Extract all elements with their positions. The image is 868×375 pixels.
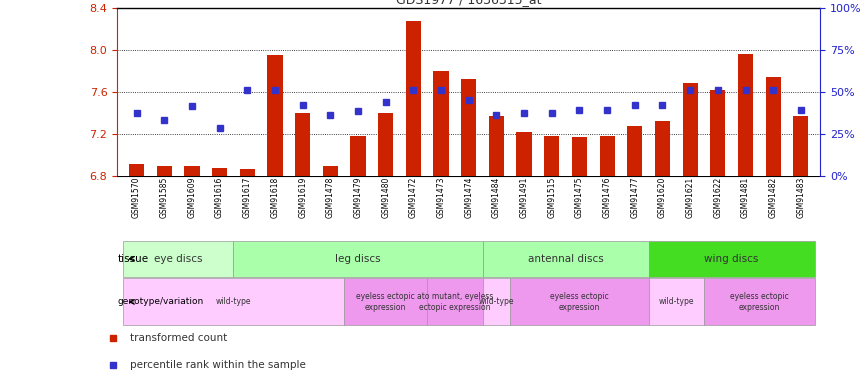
Text: wild-type: wild-type <box>478 297 514 306</box>
Text: percentile rank within the sample: percentile rank within the sample <box>130 360 306 370</box>
Bar <box>378 113 393 176</box>
Text: GSM91619: GSM91619 <box>298 176 307 218</box>
Bar <box>483 241 648 277</box>
Text: GSM91570: GSM91570 <box>132 176 141 218</box>
Text: GSM91618: GSM91618 <box>271 176 279 218</box>
Bar <box>648 241 815 277</box>
Text: GSM91483: GSM91483 <box>796 176 806 218</box>
Bar <box>738 54 753 176</box>
Text: GSM91484: GSM91484 <box>492 176 501 218</box>
Text: GSM91620: GSM91620 <box>658 176 667 218</box>
Bar <box>648 279 704 325</box>
Text: GSM91478: GSM91478 <box>326 176 335 218</box>
Bar <box>267 55 283 176</box>
Bar <box>122 241 233 277</box>
Bar <box>510 279 648 325</box>
Bar <box>572 137 587 176</box>
Bar <box>184 166 200 176</box>
Text: eye discs: eye discs <box>154 254 202 264</box>
Text: GSM91617: GSM91617 <box>243 176 252 218</box>
Text: GSM91476: GSM91476 <box>602 176 612 218</box>
Text: transformed count: transformed count <box>130 333 227 344</box>
Text: GSM91472: GSM91472 <box>409 176 418 218</box>
Text: wild-type: wild-type <box>659 297 694 306</box>
Text: GSM91481: GSM91481 <box>741 176 750 218</box>
Bar <box>544 136 559 176</box>
Bar <box>489 116 504 176</box>
Text: GSM91585: GSM91585 <box>160 176 168 218</box>
Text: eyeless ectopic
expression: eyeless ectopic expression <box>550 292 608 312</box>
Bar <box>710 90 726 176</box>
Text: wild-type: wild-type <box>215 297 251 306</box>
Text: GSM91473: GSM91473 <box>437 176 445 218</box>
Bar <box>405 21 421 176</box>
Text: GSM91482: GSM91482 <box>769 176 778 218</box>
Bar <box>427 279 483 325</box>
Text: GSM91480: GSM91480 <box>381 176 391 218</box>
Bar <box>682 84 698 176</box>
Text: antennal discs: antennal discs <box>528 254 603 264</box>
Bar <box>295 113 310 176</box>
Bar <box>233 241 483 277</box>
Text: GSM91475: GSM91475 <box>575 176 584 218</box>
Bar <box>654 122 670 176</box>
Text: GSM91479: GSM91479 <box>353 176 363 218</box>
Text: GSM91609: GSM91609 <box>187 176 196 218</box>
Text: eyeless ectopic
expression: eyeless ectopic expression <box>356 292 415 312</box>
Text: GSM91622: GSM91622 <box>713 176 722 218</box>
Bar <box>129 164 144 176</box>
Bar <box>461 79 477 176</box>
Bar <box>122 279 344 325</box>
Text: ato mutant, eyeless
ectopic expression: ato mutant, eyeless ectopic expression <box>417 292 493 312</box>
Text: eyeless ectopic
expression: eyeless ectopic expression <box>730 292 789 312</box>
Bar <box>344 279 427 325</box>
Text: GSM91616: GSM91616 <box>215 176 224 218</box>
Bar <box>793 116 808 176</box>
Bar <box>704 279 815 325</box>
Text: GSM91491: GSM91491 <box>520 176 529 218</box>
Text: wing discs: wing discs <box>705 254 759 264</box>
Title: GDS1977 / 1636315_at: GDS1977 / 1636315_at <box>396 0 542 6</box>
Text: GSM91621: GSM91621 <box>686 176 694 218</box>
Bar <box>240 169 255 176</box>
Text: GSM91515: GSM91515 <box>547 176 556 218</box>
Text: genotype/variation: genotype/variation <box>117 297 204 306</box>
Text: GSM91477: GSM91477 <box>630 176 640 218</box>
Bar <box>516 132 532 176</box>
Bar <box>156 166 172 176</box>
Text: tissue: tissue <box>117 254 148 264</box>
Bar <box>323 166 338 176</box>
Bar <box>600 136 615 176</box>
Text: leg discs: leg discs <box>335 254 381 264</box>
Bar <box>628 126 642 176</box>
Bar <box>766 77 781 176</box>
Bar <box>433 71 449 176</box>
Text: GSM91474: GSM91474 <box>464 176 473 218</box>
Bar <box>212 168 227 176</box>
Bar <box>483 279 510 325</box>
Bar <box>351 136 365 176</box>
